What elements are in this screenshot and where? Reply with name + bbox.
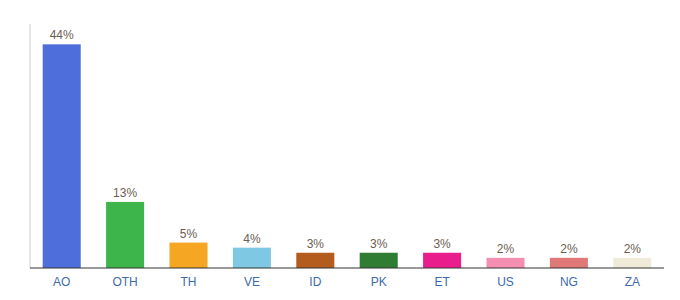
x-tick-label: ID — [309, 275, 321, 289]
x-tick-label: OTH — [112, 275, 137, 289]
x-tick-label: NG — [560, 275, 578, 289]
bar — [486, 258, 524, 268]
x-tick-label: ET — [434, 275, 450, 289]
y-axis-line — [30, 24, 31, 268]
bar — [550, 258, 588, 268]
x-tick-label: TH — [181, 275, 197, 289]
data-label: 3% — [307, 237, 325, 251]
bar — [613, 258, 651, 268]
x-tick-label: PK — [371, 275, 387, 289]
data-label: 4% — [243, 232, 261, 246]
bar — [360, 253, 398, 268]
bar — [296, 253, 334, 268]
x-axis-line — [30, 268, 664, 269]
data-label: 5% — [180, 227, 198, 241]
data-labels: 44% 13% 5% 4% 3% 3% 3% 2% 2% 2% — [50, 28, 642, 256]
page: {"chart_data": {"type": "bar", "categori… — [0, 0, 680, 300]
x-tick-label: US — [497, 275, 514, 289]
chart-svg: 44% 13% 5% 4% 3% 3% 3% 2% 2% 2% AO OTH TH VE ID PK ET US N… — [0, 0, 680, 300]
data-label: 2% — [624, 242, 642, 256]
data-label: 3% — [433, 237, 451, 251]
bar — [43, 44, 81, 268]
bar — [233, 248, 271, 268]
chart-container: 44% 13% 5% 4% 3% 3% 3% 2% 2% 2% AO OTH TH VE ID PK ET US N… — [0, 0, 680, 300]
bars — [43, 44, 652, 268]
x-tick-label: VE — [244, 275, 260, 289]
bar — [106, 202, 144, 268]
data-label: 13% — [113, 186, 137, 200]
x-tick-labels: AO OTH TH VE ID PK ET US NG ZA — [53, 275, 640, 289]
bar — [423, 253, 461, 268]
x-tick-label: ZA — [625, 275, 640, 289]
data-label: 2% — [497, 242, 515, 256]
data-label: 2% — [560, 242, 578, 256]
bar — [169, 243, 207, 268]
x-tick-label: AO — [53, 275, 70, 289]
data-label: 3% — [370, 237, 388, 251]
data-label: 44% — [50, 28, 74, 42]
